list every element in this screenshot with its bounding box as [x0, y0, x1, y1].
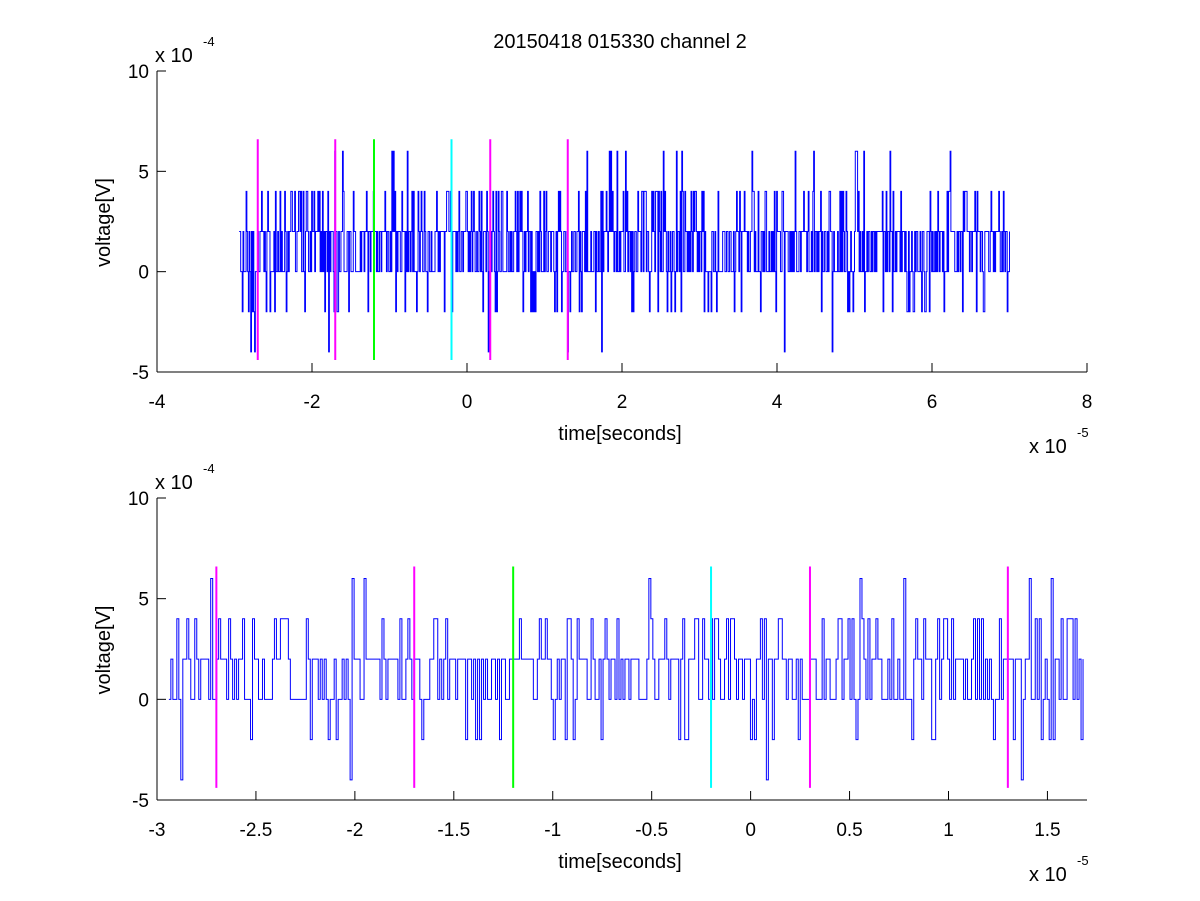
x-tick-label: -1.5 — [437, 820, 470, 841]
y-exponent-power: -4 — [203, 461, 215, 476]
x-tick-label: -0.5 — [635, 820, 668, 841]
y-tick-label: 0 — [138, 690, 149, 711]
y-tick-label: -5 — [132, 363, 149, 384]
x-tick-label: 2 — [617, 392, 628, 413]
y-exponent-power: -4 — [203, 34, 215, 49]
x-axis-label: time[seconds] — [558, 423, 681, 445]
x-tick-label: 1.5 — [1034, 820, 1060, 841]
x-tick-label: -2 — [346, 820, 363, 841]
bottom-axes: -3 -2.5 -2 -1.5 -1 -0.5 0 0.5 1 1.5 -5 0 5 10 time[sec… — [93, 461, 1089, 886]
y-tick-label: -5 — [132, 791, 149, 812]
y-exponent-label: x 10 — [155, 472, 193, 494]
x-axis-label: time[seconds] — [558, 851, 681, 873]
top-axes: -4 -2 0 2 4 6 8 -5 0 5 10 time[seconds] voltage[V] x … — [93, 34, 1092, 458]
x-exponent-power: -5 — [1077, 853, 1089, 868]
x-tick-label: 0 — [462, 392, 473, 413]
x-exponent-power: -5 — [1077, 425, 1089, 440]
y-axis-label: voltage[V] — [93, 178, 115, 267]
signal-trace — [239, 150, 1010, 353]
x-tick-label: -2.5 — [240, 820, 273, 841]
signal-trace — [168, 578, 1084, 781]
x-tick-label: 0.5 — [836, 820, 862, 841]
y-exponent-label: x 10 — [155, 45, 193, 67]
y-tick-label: 10 — [128, 489, 149, 510]
x-tick-label: 6 — [927, 392, 938, 413]
x-exponent-label: x 10 — [1029, 436, 1067, 458]
y-axis-label: voltage[V] — [93, 606, 115, 695]
y-tick-label: 0 — [138, 263, 149, 284]
x-tick-label: -3 — [149, 820, 166, 841]
x-tick-label: 4 — [772, 392, 783, 413]
x-tick-label: 1 — [943, 820, 954, 841]
figure-title: 20150418 015330 channel 2 — [493, 31, 747, 53]
x-tick-label: 0 — [745, 820, 756, 841]
y-tick-label: 5 — [138, 162, 149, 183]
x-tick-label: -2 — [304, 392, 321, 413]
x-tick-label: 8 — [1082, 392, 1093, 413]
y-tick-label: 5 — [138, 590, 149, 611]
x-exponent-label: x 10 — [1029, 864, 1067, 886]
x-tick-label: -4 — [149, 392, 166, 413]
x-tick-label: -1 — [544, 820, 561, 841]
y-tick-label: 10 — [128, 62, 149, 83]
